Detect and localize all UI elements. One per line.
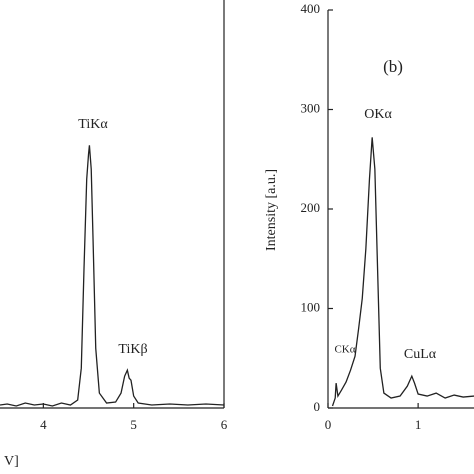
annotation: CKα (334, 344, 355, 356)
x-axis-label: V] (4, 454, 19, 469)
y-axis-label: Intensity [a.u.] (264, 169, 279, 251)
x-tick-label: 6 (221, 417, 228, 432)
x-tick-label: 0 (325, 417, 332, 432)
y-tick-label: 200 (301, 200, 321, 215)
annotation: TiKα (78, 117, 108, 132)
x-tick-label: 4 (40, 417, 47, 432)
spectrum (331, 137, 474, 407)
y-tick-label: 100 (301, 299, 321, 314)
annotation: TiKβ (118, 342, 147, 357)
y-tick-label: 300 (301, 100, 321, 115)
y-tick-label: 0 (314, 399, 321, 414)
x-tick-label: 5 (130, 417, 137, 432)
spectrum (0, 145, 225, 407)
annotation: (b) (383, 57, 403, 76)
y-tick-label: 400 (301, 1, 321, 16)
annotation: OKα (364, 107, 392, 122)
x-tick-label: 1 (415, 417, 422, 432)
annotation: CuLα (404, 347, 437, 362)
